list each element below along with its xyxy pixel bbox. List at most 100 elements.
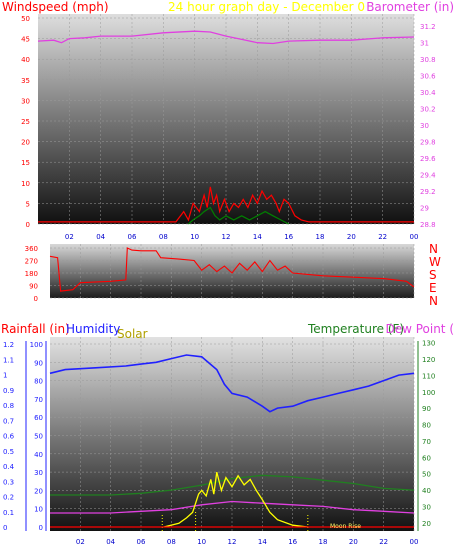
humidity-tick-label: 60 xyxy=(34,414,43,422)
barometer-axis-ticks: 28.8 29 29.2 29.4 29.6 29.8 30 30.2 30.4 30.6 30.8… xyxy=(420,23,436,229)
temperature-tick-label: 90 xyxy=(422,405,431,413)
direction-axis-ticks: 0 90 180 270 360 xyxy=(25,245,38,303)
direction-panel-series xyxy=(49,247,415,292)
direction-tick-label: 90 xyxy=(29,283,38,291)
series-humidity xyxy=(49,354,415,413)
windspeed-tick-label: 0 xyxy=(26,221,30,229)
barometer-axis-label: Barometer (in) xyxy=(366,0,454,14)
legend-solar: Solar xyxy=(117,327,148,341)
series-barometer xyxy=(37,30,415,45)
series-wind-direction xyxy=(49,247,415,292)
temperature-tick-label: 120 xyxy=(422,356,435,364)
barometer-tick-label: 30.2 xyxy=(420,106,436,114)
temperature-tick-label: 50 xyxy=(422,471,431,479)
temperature-tick-label: 100 xyxy=(422,389,435,397)
series-windspeed xyxy=(38,186,414,223)
humidity-tick-label: 20 xyxy=(34,487,43,495)
humidity-tick-label: 40 xyxy=(34,451,43,459)
rainfall-tick-label: 0.2 xyxy=(3,494,14,502)
rainfall-tick-label: 0.8 xyxy=(3,402,14,410)
climate-panel-x-tick-label: 10 xyxy=(197,538,206,546)
wind-panel-x-tick-label: 02 xyxy=(65,233,74,241)
rainfall-tick-label: 0.7 xyxy=(3,417,14,425)
wind-panel-grid xyxy=(38,14,415,225)
barometer-tick-label: 30 xyxy=(420,122,429,130)
wind-panel-x-tick-label: 14 xyxy=(253,233,262,241)
rainfall-tick-label: 1.1 xyxy=(3,356,14,364)
climate-panel-x-axis-ticks: 02 04 06 08 10 12 14 16 18 20 22 00 xyxy=(76,538,419,546)
climate-panel-x-tick-label: 04 xyxy=(106,538,115,546)
rainfall-tick-label: 0.9 xyxy=(3,387,14,395)
climate-panel-x-tick-label: 16 xyxy=(288,538,297,546)
barometer-tick-label: 29.4 xyxy=(420,172,436,180)
legend-rainfall: Rainfall (in) xyxy=(1,322,70,336)
barometer-tick-label: 30.4 xyxy=(420,89,436,97)
compass-label: S xyxy=(429,268,437,282)
climate-panel-grid xyxy=(50,337,415,531)
windspeed-tick-label: 30 xyxy=(21,97,30,105)
rainfall-tick-label: 0.3 xyxy=(3,478,14,486)
temperature-tick-label: 40 xyxy=(422,487,431,495)
legend-dew-point: Dew Point ( xyxy=(385,322,454,336)
wind-panel-x-tick-label: 22 xyxy=(378,233,387,241)
humidity-tick-label: 100 xyxy=(30,341,43,349)
barometer-tick-label: 29.2 xyxy=(420,188,436,196)
humidity-tick-label: 80 xyxy=(34,378,43,386)
rainfall-axis-ticks: 0 0.1 0.2 0.3 0.4 0.5 0.6 0.7 0.8 0.9 1 1.1 1.2 xyxy=(3,341,15,532)
rainfall-tick-label: 0.4 xyxy=(3,463,15,471)
barometer-tick-label: 29 xyxy=(420,205,429,213)
windspeed-tick-label: 5 xyxy=(26,200,30,208)
series-solar xyxy=(163,471,308,528)
barometer-tick-label: 29.8 xyxy=(420,139,436,147)
humidity-tick-label: 0 xyxy=(39,524,43,532)
wind-panel-x-axis-ticks: 02 04 06 08 10 12 14 16 18 20 22 00 xyxy=(65,233,419,241)
climate-panel-x-tick-label: 06 xyxy=(137,538,146,546)
windspeed-tick-label: 35 xyxy=(21,77,30,85)
windspeed-tick-label: 20 xyxy=(21,139,30,147)
humidity-tick-label: 10 xyxy=(34,506,43,514)
barometer-tick-label: 31.2 xyxy=(420,23,436,31)
climate-panel-series xyxy=(49,354,415,528)
rainfall-tick-label: 0.5 xyxy=(3,448,14,456)
wind-panel-series xyxy=(37,30,415,225)
temperature-tick-label: 130 xyxy=(422,340,435,348)
temperature-tick-label: 30 xyxy=(422,503,431,511)
wind-panel-x-tick-label: 10 xyxy=(190,233,199,241)
wind-panel-x-tick-label: 08 xyxy=(159,233,168,241)
climate-panel-x-tick-label: 02 xyxy=(76,538,85,546)
windspeed-axis-label: Windspeed (mph) xyxy=(2,0,109,14)
direction-tick-label: 270 xyxy=(25,258,38,266)
direction-tick-label: 180 xyxy=(25,270,38,278)
compass-label: W xyxy=(429,255,441,269)
barometer-tick-label: 31 xyxy=(420,40,429,48)
temperature-tick-label: 110 xyxy=(422,372,435,380)
windspeed-tick-label: 25 xyxy=(21,118,30,126)
windspeed-tick-label: 40 xyxy=(21,56,30,64)
direction-tick-label: 0 xyxy=(34,295,38,303)
chart-title: 24 hour graph day - December 0 xyxy=(168,0,365,14)
humidity-tick-label: 50 xyxy=(34,433,43,441)
barometer-tick-label: 29.6 xyxy=(420,155,436,163)
rainfall-tick-label: 0.6 xyxy=(3,433,15,441)
wind-panel-x-tick-label: 00 xyxy=(410,233,419,241)
barometer-tick-label: 28.8 xyxy=(420,221,436,229)
compass-label: N xyxy=(429,294,438,308)
temperature-axis-ticks: 20 30 40 50 60 70 80 90 100 110 120 130 xyxy=(422,340,435,528)
wind-panel-x-tick-label: 20 xyxy=(347,233,356,241)
legend-temperature: Temperature (F) xyxy=(307,322,404,336)
wind-panel-x-tick-label: 06 xyxy=(128,233,137,241)
temperature-tick-label: 70 xyxy=(422,438,431,446)
climate-panel-x-tick-label: 14 xyxy=(258,538,267,546)
windspeed-tick-label: 45 xyxy=(21,36,30,44)
humidity-tick-label: 70 xyxy=(34,396,43,404)
climate-panel-x-tick-label: 12 xyxy=(228,538,237,546)
windspeed-axis-ticks: 0 5 10 15 20 25 30 35 40 45 50 xyxy=(21,15,30,229)
temperature-tick-label: 20 xyxy=(422,520,431,528)
series-gust xyxy=(188,206,289,225)
rainfall-tick-label: 1 xyxy=(3,372,7,380)
series-temperature xyxy=(50,474,415,496)
windspeed-tick-label: 15 xyxy=(21,159,30,167)
barometer-tick-label: 30.8 xyxy=(420,56,436,64)
humidity-tick-label: 90 xyxy=(34,359,43,367)
